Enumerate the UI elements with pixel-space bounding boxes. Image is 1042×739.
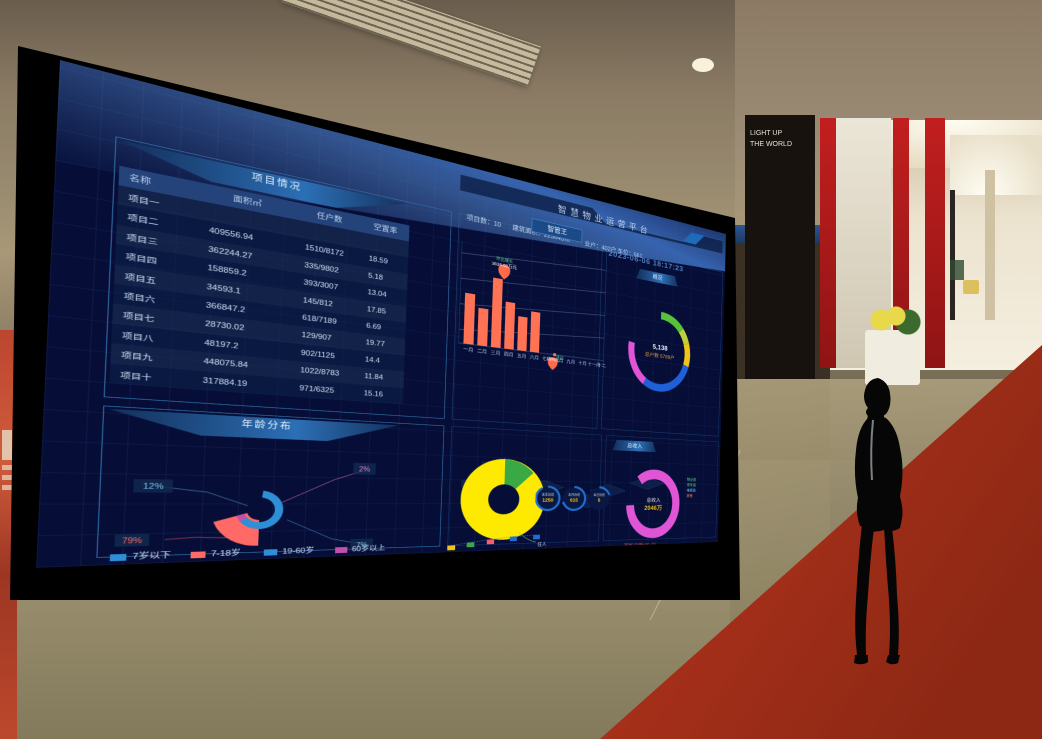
- svg-text:物业费: 物业费: [687, 477, 696, 482]
- svg-text:十月: 十月: [578, 360, 587, 366]
- svg-text:七月: 七月: [542, 356, 551, 362]
- svg-text:本年新增: 本年新增: [542, 492, 554, 497]
- svg-text:四月: 四月: [504, 351, 514, 357]
- svg-text:其他: 其他: [686, 493, 692, 497]
- svg-text:五月: 五月: [517, 353, 526, 359]
- svg-text:八月: 八月: [554, 357, 563, 363]
- svg-text:5: 5: [598, 497, 601, 502]
- svg-text:615: 615: [570, 497, 578, 502]
- svg-text:一月: 一月: [463, 346, 473, 353]
- svg-text:二月: 二月: [477, 348, 487, 354]
- svg-text:5,138: 5,138: [653, 342, 668, 352]
- svg-text:总收入: 总收入: [646, 497, 660, 504]
- svg-text:本月新增: 本月新增: [568, 492, 580, 496]
- svg-text:12%: 12%: [143, 483, 164, 491]
- svg-text:维修费: 维修费: [687, 488, 696, 493]
- svg-text:2046万: 2046万: [644, 504, 662, 511]
- svg-text:1250: 1250: [542, 497, 553, 503]
- svg-text:本日新增: 本日新增: [594, 493, 605, 497]
- svg-text:总户数 5789户: 总户数 5789户: [645, 351, 675, 362]
- svg-text:九月: 九月: [566, 359, 575, 365]
- svg-text:79%: 79%: [122, 537, 143, 546]
- svg-text:停车费: 停车费: [687, 483, 696, 488]
- svg-text:三月: 三月: [491, 350, 501, 356]
- svg-text:2%: 2%: [359, 466, 370, 473]
- svg-text:六月: 六月: [530, 354, 539, 361]
